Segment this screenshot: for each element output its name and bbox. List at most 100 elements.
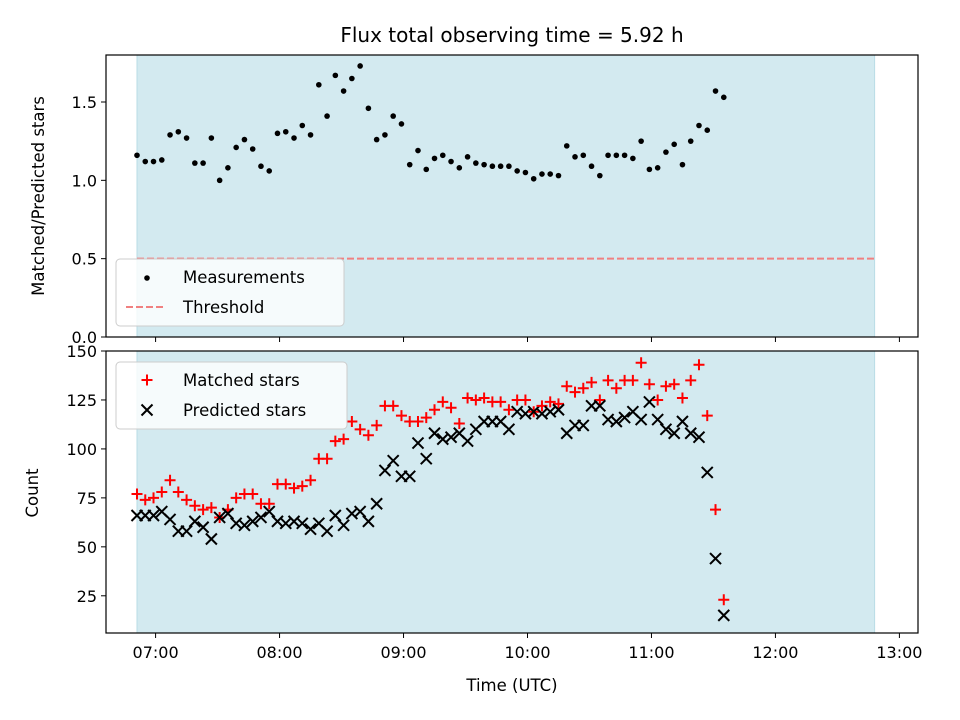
matched-star-point: [131, 488, 143, 500]
matched-star-point: [247, 488, 259, 500]
matched-star-point: [569, 386, 581, 398]
matched-star-point: [288, 482, 300, 494]
measurement-point: [654, 165, 661, 171]
measurement-point: [638, 138, 644, 144]
measurement-point: [365, 105, 372, 112]
predicted-star-point: [552, 403, 565, 416]
matched-star-point: [635, 357, 647, 369]
predicted-star-point: [659, 423, 673, 436]
predicted-star-point: [618, 411, 631, 424]
x-axis-label: Time (UTC): [465, 676, 557, 695]
y-tick-label: 0.5: [72, 250, 97, 269]
measurement-point: [497, 163, 504, 170]
measurement-point: [423, 166, 430, 173]
predicted-star-point: [304, 523, 317, 536]
predicted-star-point: [205, 532, 218, 546]
predicted-star-point: [246, 515, 259, 528]
matched-star-point: [577, 382, 589, 394]
measurement-point: [580, 152, 587, 159]
measurement-point: [646, 166, 653, 173]
matched-star-point: [371, 419, 383, 431]
matched-star-point: [321, 453, 333, 465]
matched-star-point: [230, 492, 242, 504]
measurement-point: [398, 121, 405, 127]
measurement-point: [522, 169, 529, 176]
measurement-point: [349, 75, 355, 82]
matched-star-point: [453, 417, 465, 429]
measurement-point: [200, 160, 206, 166]
predicted-star-point: [420, 452, 433, 465]
y-tick-label: 0.0: [72, 328, 97, 347]
matched-star-point: [718, 594, 730, 606]
legend-box: [115, 258, 345, 327]
predicted-star-point: [692, 430, 706, 444]
y-tick-label: 150: [66, 342, 97, 361]
matched-star-point: [148, 492, 160, 504]
measurement-point: [324, 113, 330, 119]
legend-matched-label: Matched stars: [183, 371, 300, 390]
measurement-point: [183, 135, 190, 141]
matched-star-point: [676, 392, 688, 404]
x-tick-label: 09:00: [380, 643, 426, 662]
predicted-star-point: [163, 513, 177, 526]
measurement-point: [373, 136, 380, 143]
matched-star-point: [280, 478, 292, 490]
predicted-star-point: [651, 413, 664, 426]
matched-star-point: [701, 410, 713, 422]
matched-star-point: [172, 486, 184, 498]
predicted-star-point: [610, 415, 623, 428]
measurement-point: [158, 157, 165, 163]
measurement-point: [258, 163, 264, 170]
measurement-point: [464, 154, 471, 160]
y-tick-label: 25: [77, 587, 97, 606]
matched-star-point: [412, 416, 424, 427]
matched-star-point: [362, 429, 374, 441]
y-tick-label: 125: [66, 391, 97, 410]
measurement-point: [448, 158, 454, 165]
measurement-point: [671, 141, 677, 148]
measurement-point: [588, 163, 595, 170]
bottom-legend: Matched stars Predicted stars: [115, 361, 348, 430]
measurement-point: [142, 158, 149, 165]
x-tick-label: 07:00: [133, 643, 179, 662]
predicted-star-point: [386, 454, 400, 467]
x-tick-label: 12:00: [752, 643, 798, 662]
measurement-point: [233, 144, 239, 151]
predicted-star-point: [709, 552, 722, 565]
predicted-star-point: [667, 427, 681, 440]
matched-star-point: [395, 410, 407, 422]
matched-star-point: [445, 402, 457, 414]
measurement-point: [249, 146, 256, 152]
measurement-point: [332, 72, 339, 79]
matched-star-point: [462, 392, 474, 404]
top-legend: Measurements Threshold: [115, 258, 345, 327]
measurement-point: [175, 128, 182, 135]
matched-star-point: [552, 398, 564, 410]
matched-star-point: [437, 396, 449, 408]
predicted-star-point: [337, 519, 350, 532]
x-tick-label: 11:00: [628, 643, 674, 662]
predicted-star-point: [180, 524, 193, 538]
measurement-point: [663, 149, 669, 155]
bottom-y-axis-label: Count: [23, 468, 42, 518]
legend-measurements-marker: [144, 275, 150, 281]
measurement-point: [415, 147, 421, 154]
y-tick-label: 1.5: [72, 93, 97, 112]
predicted-star-point: [362, 515, 375, 528]
measurement-point: [439, 152, 446, 159]
measurement-point: [613, 152, 620, 159]
matched-star-point: [544, 396, 556, 408]
predicted-star-point: [238, 519, 251, 532]
measurement-point: [605, 152, 611, 159]
legend-threshold-label: Threshold: [182, 298, 264, 317]
predicted-star-point: [221, 507, 235, 520]
measurement-point: [291, 135, 297, 141]
measurement-point: [555, 172, 562, 179]
predicted-star-point: [444, 430, 458, 444]
matched-star-point: [561, 380, 573, 392]
measurement-point: [216, 177, 223, 184]
legend-box: [115, 361, 348, 430]
matched-star-point: [652, 394, 664, 406]
matched-star-point: [627, 374, 639, 386]
